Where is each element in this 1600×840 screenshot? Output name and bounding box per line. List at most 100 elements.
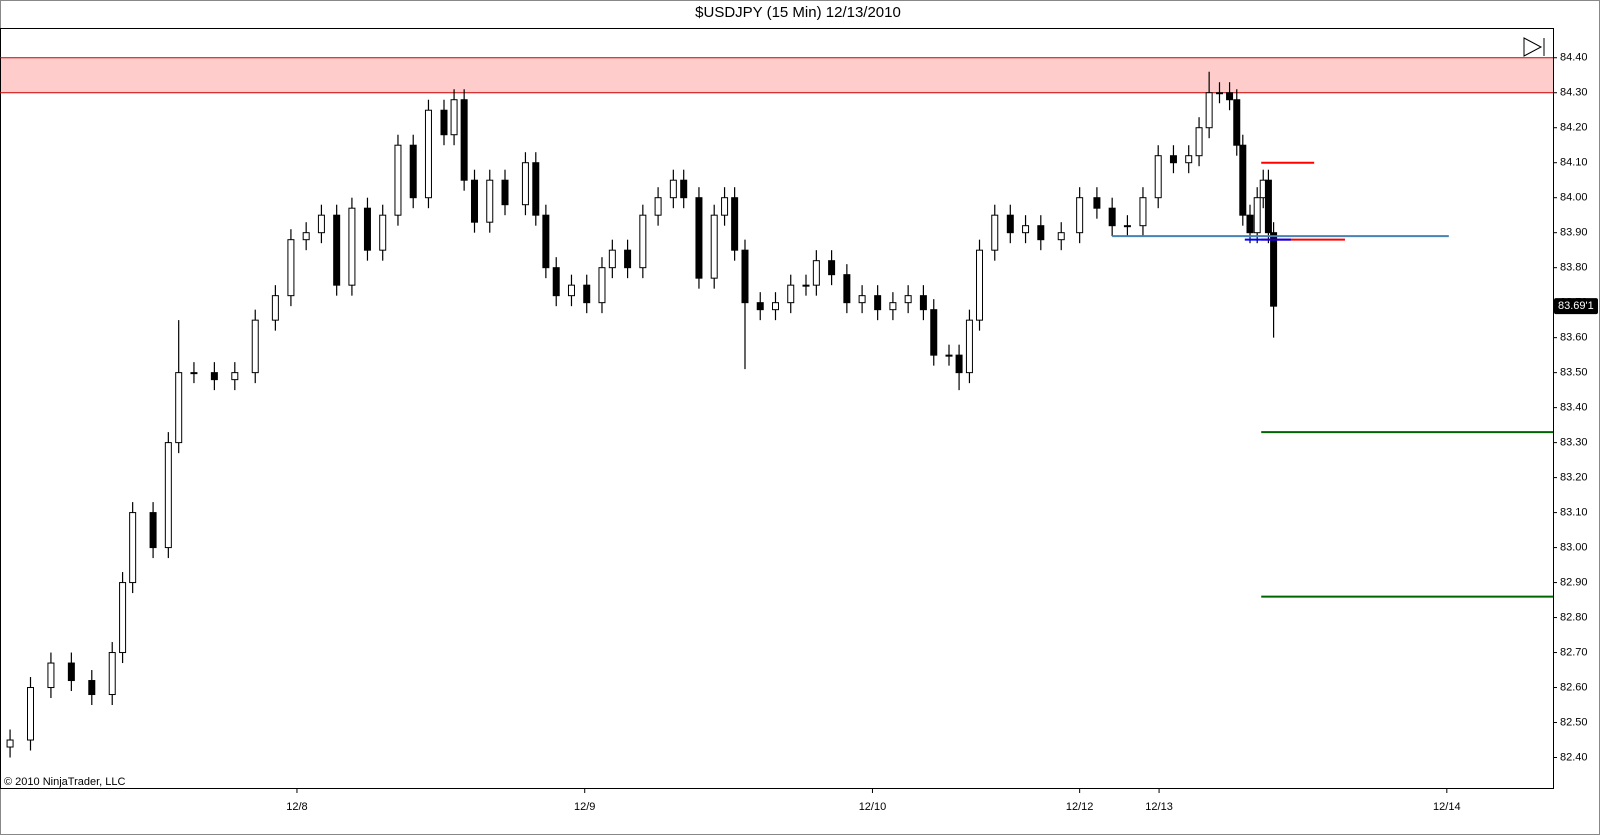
candles: [6, 71, 1278, 758]
y-tick-label: 82.40: [1560, 751, 1588, 763]
candle-body: [654, 197, 662, 216]
candle-body: [486, 179, 494, 223]
y-tick-label: 83.80: [1560, 262, 1588, 274]
x-tick-label: 12/13: [1145, 801, 1173, 813]
candle-body: [858, 295, 866, 304]
candle-body: [363, 207, 371, 251]
candle-body: [542, 214, 550, 269]
candle-body: [889, 302, 897, 311]
candle-body: [471, 179, 479, 223]
candle-body: [149, 512, 157, 549]
y-tick-label: 83.10: [1560, 506, 1588, 518]
candle-body: [119, 582, 127, 654]
candle-body: [812, 260, 820, 286]
y-tick-label: 84.00: [1560, 192, 1588, 204]
candle-body: [460, 99, 468, 181]
candle-body: [440, 109, 448, 136]
candle-body: [1239, 144, 1247, 216]
y-tick-label: 83.20: [1560, 472, 1588, 484]
candle-body: [251, 319, 259, 374]
candle-body: [317, 214, 325, 234]
candle-body: [287, 239, 295, 297]
x-tick-label: 12/8: [286, 801, 307, 813]
x-tick-label: 12/10: [859, 801, 887, 813]
x-tick-label: 12/12: [1066, 801, 1094, 813]
candle-body: [598, 267, 606, 304]
candle-body: [1139, 197, 1147, 227]
candle-body: [608, 249, 616, 269]
candle-body: [721, 197, 729, 216]
y-tick-label: 84.20: [1560, 122, 1588, 134]
candle-body: [348, 207, 356, 286]
candle-body: [1037, 225, 1045, 241]
chart-title: $USDJPY (15 Min) 12/13/2010: [695, 4, 901, 21]
candle-body: [1205, 92, 1213, 129]
y-tick-label: 84.40: [1560, 52, 1588, 64]
candle-body: [828, 260, 836, 276]
x-tick-label: 12/14: [1433, 801, 1461, 813]
candle-body: [976, 249, 984, 321]
candle-body: [904, 295, 912, 304]
candle-body: [843, 274, 851, 304]
candle-body: [731, 197, 739, 251]
candle-body: [1270, 232, 1278, 307]
last-price-label: 83.69'1: [1558, 300, 1594, 312]
y-tick-label: 83.00: [1560, 541, 1588, 553]
candle-body: [164, 442, 172, 549]
candle-body: [1169, 155, 1177, 164]
y-tick-label: 83.40: [1560, 402, 1588, 414]
candle-body: [27, 687, 35, 741]
candle-body: [6, 739, 14, 748]
y-tick-label: 82.60: [1560, 681, 1588, 693]
candle-body: [741, 249, 749, 304]
candle-body: [756, 302, 764, 311]
candle-body: [874, 295, 882, 311]
candle-body: [379, 214, 387, 251]
candle-body: [919, 295, 927, 311]
y-tick-label: 84.30: [1560, 87, 1588, 99]
y-tick-label: 83.30: [1560, 437, 1588, 449]
candle-body: [88, 680, 96, 696]
candle-body: [945, 354, 953, 357]
candle-body: [955, 354, 963, 374]
candle-body: [271, 295, 279, 321]
y-tick-label: 83.60: [1560, 332, 1588, 344]
copyright: © 2010 NinjaTrader, LLC: [4, 776, 125, 788]
candle-body: [669, 179, 677, 199]
y-tick-label: 82.50: [1560, 716, 1588, 728]
candle-body: [1246, 214, 1254, 234]
candle-body: [624, 249, 632, 269]
candle-body: [710, 214, 718, 279]
candle-body: [552, 267, 560, 297]
candle-body: [47, 662, 55, 689]
candle-body: [680, 179, 688, 199]
candle-body: [532, 162, 540, 216]
scroll-end-button[interactable]: [1523, 37, 1545, 57]
candle-body: [695, 197, 703, 279]
candle-body: [1057, 232, 1065, 241]
y-tick-label: 82.80: [1560, 611, 1588, 623]
candle-body: [1093, 197, 1101, 209]
candle-body: [567, 284, 575, 297]
resistance-zone: [1, 57, 1553, 93]
candle-body: [1226, 92, 1234, 101]
y-tick-label: 82.70: [1560, 646, 1588, 658]
candle-body: [521, 162, 529, 206]
x-tick-label: 12/9: [574, 801, 595, 813]
y-tick-label: 84.10: [1560, 157, 1588, 169]
candle-body: [501, 179, 509, 206]
candle-body: [175, 372, 183, 444]
candle-body: [210, 372, 218, 381]
last-price-box: [1554, 298, 1598, 315]
candle-body: [991, 214, 999, 251]
candle-body: [930, 309, 938, 356]
y-tick-label: 83.90: [1560, 227, 1588, 239]
plot-area: [0, 28, 1554, 789]
candle-body: [333, 214, 341, 286]
candle-body: [583, 284, 591, 304]
candle-body: [771, 302, 779, 311]
candle-body: [1154, 155, 1162, 199]
